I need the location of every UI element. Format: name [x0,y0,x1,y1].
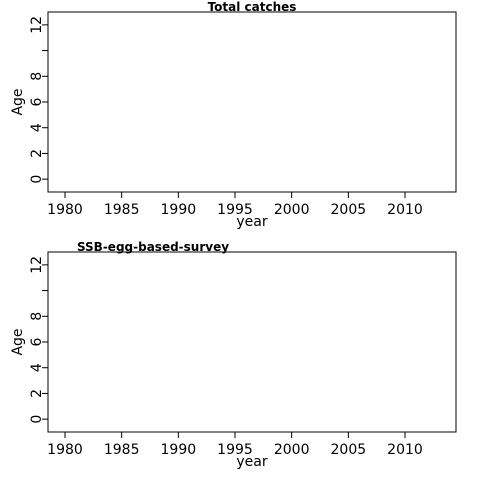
x-tick-label: 1995 [217,442,253,458]
x-axis-ticks: 1980 1985 1990 1995 2000 2005 2010 [47,431,423,458]
x-tick-label: 2005 [331,202,367,218]
y-tick-label: 4 [29,363,45,372]
y-tick-label: 6 [29,337,45,346]
panel-ssb-egg-based-survey: SSB-egg-based-survey year Age 1980 1985 19… [10,240,457,470]
plot-frame [47,251,457,433]
x-tick-label: 1980 [47,442,83,458]
y-tick-label: 8 [29,72,45,81]
x-tick-label: 1985 [104,442,140,458]
y-tick-label: 0 [29,415,45,424]
x-tick-label: 2010 [387,442,423,458]
y-axis-label: Age [10,88,26,115]
x-tick-label: 2010 [387,202,423,218]
y-tick-label: 2 [29,389,45,398]
x-axis-ticks: 1980 1985 1990 1995 2000 2005 2010 [47,191,423,218]
y-axis-label: Age [10,328,26,355]
panel-total-catches: Total catches year Age 1980 1985 1990 1995 2… [10,0,457,230]
x-tick-label: 1995 [217,202,253,218]
y-tick-label: 0 [29,175,45,184]
y-tick-label: 8 [29,312,45,321]
y-tick-label: 2 [29,149,45,158]
y-axis-ticks: 0 2 4 6 8 12 [29,256,49,424]
panel-title: SSB-egg-based-survey [77,240,229,254]
x-tick-label: 1990 [161,202,197,218]
y-axis-ticks: 0 2 4 6 8 12 [29,16,49,184]
y-tick-label: 4 [29,123,45,132]
y-tick-label: 6 [29,97,45,106]
x-tick-label: 2000 [274,202,310,218]
panel-title: Total catches [208,0,297,14]
x-tick-label: 1985 [104,202,140,218]
y-tick-label: 12 [29,256,45,274]
x-tick-label: 2005 [331,442,367,458]
x-axis-label: year [236,214,267,230]
x-axis-label: year [236,454,267,470]
x-tick-label: 2000 [274,442,310,458]
x-tick-label: 1980 [47,202,83,218]
plot-frame [47,11,457,193]
y-tick-label: 12 [29,16,45,34]
x-tick-label: 1990 [161,442,197,458]
